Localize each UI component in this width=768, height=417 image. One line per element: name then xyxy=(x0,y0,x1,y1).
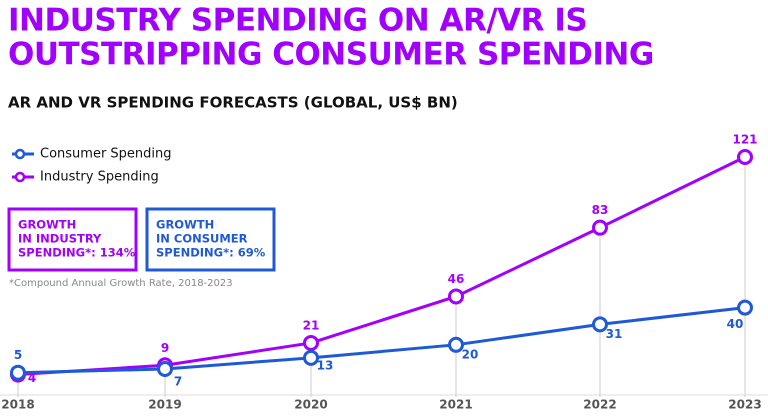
value-label: 46 xyxy=(448,272,465,286)
x-tick-label: 2023 xyxy=(728,398,761,412)
value-label: 40 xyxy=(727,317,744,331)
legend-label: Industry Spending xyxy=(40,170,159,185)
footnote: *Compound Annual Growth Rate, 2018-2023 xyxy=(9,278,233,289)
chart-subtitle: AR AND VR SPENDING FORECASTS (GLOBAL, US… xyxy=(8,94,458,112)
annotation: SPENDING*: 134% xyxy=(18,246,136,260)
point xyxy=(10,364,26,381)
point xyxy=(737,149,753,165)
point xyxy=(448,336,464,353)
annotation: GROWTH xyxy=(156,218,214,232)
annotation: GROWTH xyxy=(18,218,76,232)
x-tick-label: 2019 xyxy=(148,398,181,412)
legend-marker xyxy=(14,171,26,183)
chart-title: OUTSTRIPPING CONSUMER SPENDING xyxy=(8,37,654,73)
value-label: 13 xyxy=(317,358,334,372)
value-label: 83 xyxy=(592,203,609,217)
point xyxy=(303,349,319,366)
point xyxy=(737,299,753,316)
legend-marker xyxy=(14,148,26,160)
line xyxy=(17,155,746,377)
value-label: 21 xyxy=(303,318,320,332)
point xyxy=(157,360,173,377)
value-label: 9 xyxy=(161,341,169,355)
chart-title: INDUSTRY SPENDING ON AR/VR IS xyxy=(8,3,587,39)
value-label: 20 xyxy=(462,347,479,361)
annotation-box xyxy=(145,207,276,272)
x-tick-label: 2020 xyxy=(294,398,327,412)
point xyxy=(592,316,608,333)
legend-label: Consumer Spending xyxy=(40,147,172,162)
annotation-box xyxy=(7,207,138,272)
annotation: IN CONSUMER xyxy=(156,232,248,246)
value-label: 4 xyxy=(28,371,36,385)
point xyxy=(592,219,608,236)
x-tick-label: 2018 xyxy=(1,398,34,412)
x-tick-label: 2021 xyxy=(439,398,472,412)
line xyxy=(17,306,746,375)
x-tick-label: 2022 xyxy=(583,398,616,412)
value-label: 31 xyxy=(606,327,623,341)
point xyxy=(303,334,319,351)
value-label: 121 xyxy=(732,133,757,147)
point xyxy=(448,288,464,305)
value-label: 7 xyxy=(174,374,182,388)
annotation: SPENDING*: 69% xyxy=(156,246,266,260)
annotation: IN INDUSTRY xyxy=(18,232,102,246)
value-label: 5 xyxy=(14,348,22,362)
